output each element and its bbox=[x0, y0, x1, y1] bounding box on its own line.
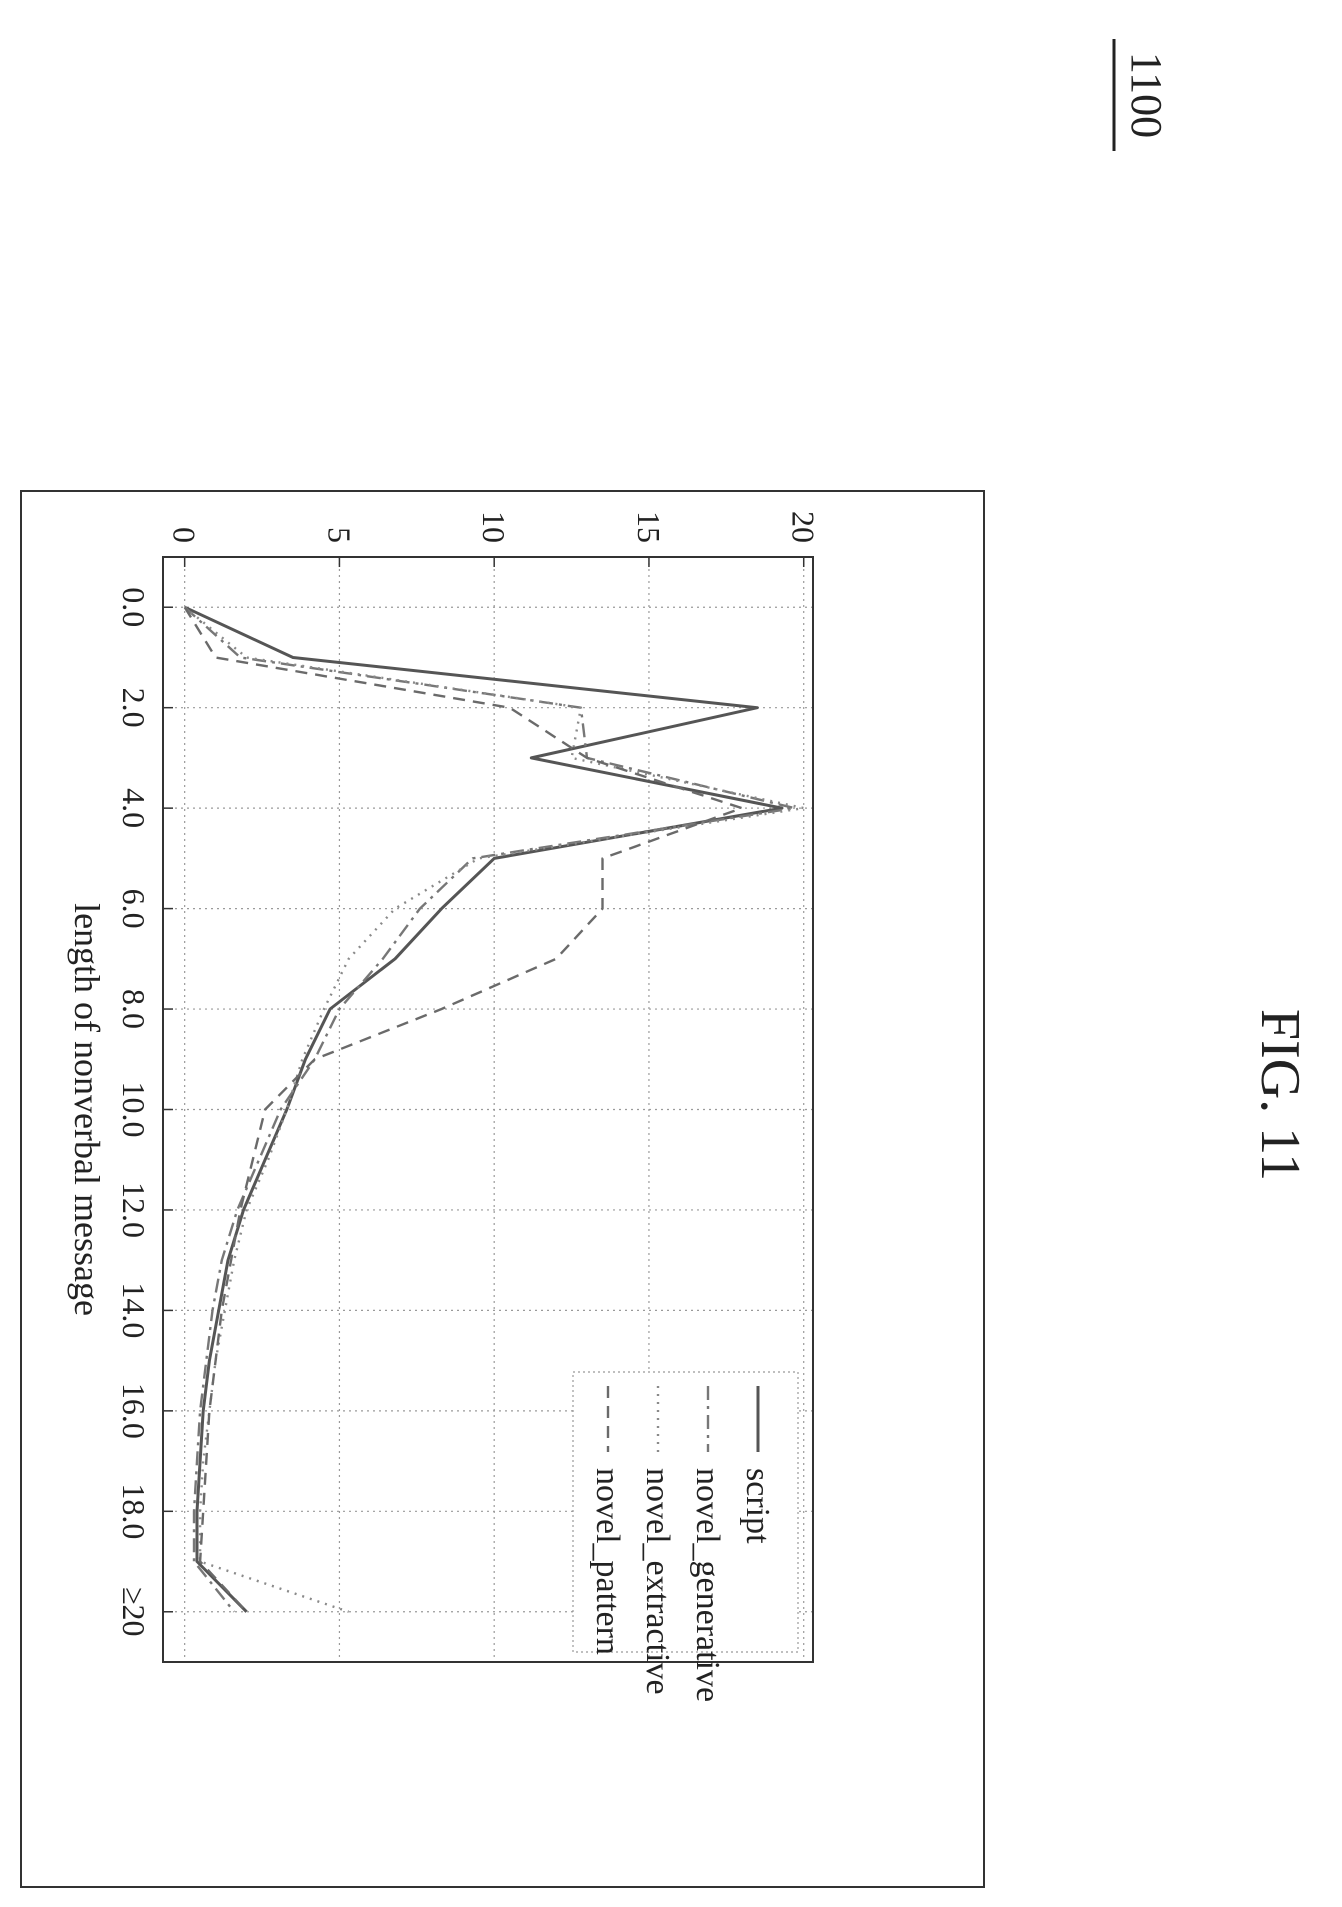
x-tick-label: 16.0 bbox=[116, 1383, 152, 1439]
legend-box bbox=[572, 1371, 799, 1653]
x-tick-label: ≥20 bbox=[116, 1587, 152, 1637]
chart-frame: 0 5 10 15 20 0.0 2.0 4.0 6.0 8.0 10.0 12.0 14.0 16.0 1… bbox=[20, 427, 985, 1888]
y-tick-label: 0 bbox=[167, 527, 203, 543]
x-tick-label: 8.0 bbox=[116, 989, 152, 1029]
y-tick-label: 5 bbox=[321, 527, 357, 543]
series-line-novel-pattern bbox=[183, 606, 744, 1613]
legend-label: script bbox=[739, 1468, 776, 1544]
figure-reference-text: 1100 bbox=[1122, 52, 1171, 138]
legend-label: novel_extractive bbox=[639, 1468, 676, 1695]
y-tick-label: 10 bbox=[476, 511, 512, 543]
legend-label: novel_pattern bbox=[589, 1468, 626, 1655]
series-line-script bbox=[184, 605, 784, 1613]
x-tick-label: 6.0 bbox=[116, 889, 152, 929]
series-layer bbox=[183, 605, 805, 1613]
legend: script novel_generative novel_extractive no… bbox=[572, 1371, 799, 1702]
y-tick-label: 20 bbox=[786, 511, 822, 543]
chart-svg: 0 5 10 15 20 0.0 2.0 4.0 6.0 8.0 10.0 12.0 14.0 16.0 1… bbox=[67, 427, 822, 1702]
x-tick-label: 0.0 bbox=[116, 587, 152, 627]
figure-reference-number: 1100 bbox=[1112, 39, 1171, 151]
series-line-novel-generative bbox=[183, 606, 796, 1613]
legend-label: novel_generative bbox=[689, 1468, 726, 1702]
x-tick-label: 14.0 bbox=[116, 1282, 152, 1338]
y-tick-label: 15 bbox=[631, 511, 667, 543]
x-tick-label: 12.0 bbox=[116, 1182, 152, 1238]
figure-caption-text: FIG. 11 bbox=[1249, 1009, 1311, 1181]
x-tick-label: 4.0 bbox=[116, 788, 152, 828]
chart-rotated-group: 0 5 10 15 20 0.0 2.0 4.0 6.0 8.0 10.0 12.0 14.0 16.0 1… bbox=[67, 427, 822, 1702]
x-axis-label: length of nonverbal message bbox=[67, 903, 107, 1316]
x-tick-label: 2.0 bbox=[116, 688, 152, 728]
x-tick-label: 10.0 bbox=[116, 1082, 152, 1138]
x-tick-label: 18.0 bbox=[116, 1483, 152, 1539]
figure-caption: FIG. 11 bbox=[1249, 1009, 1311, 1181]
